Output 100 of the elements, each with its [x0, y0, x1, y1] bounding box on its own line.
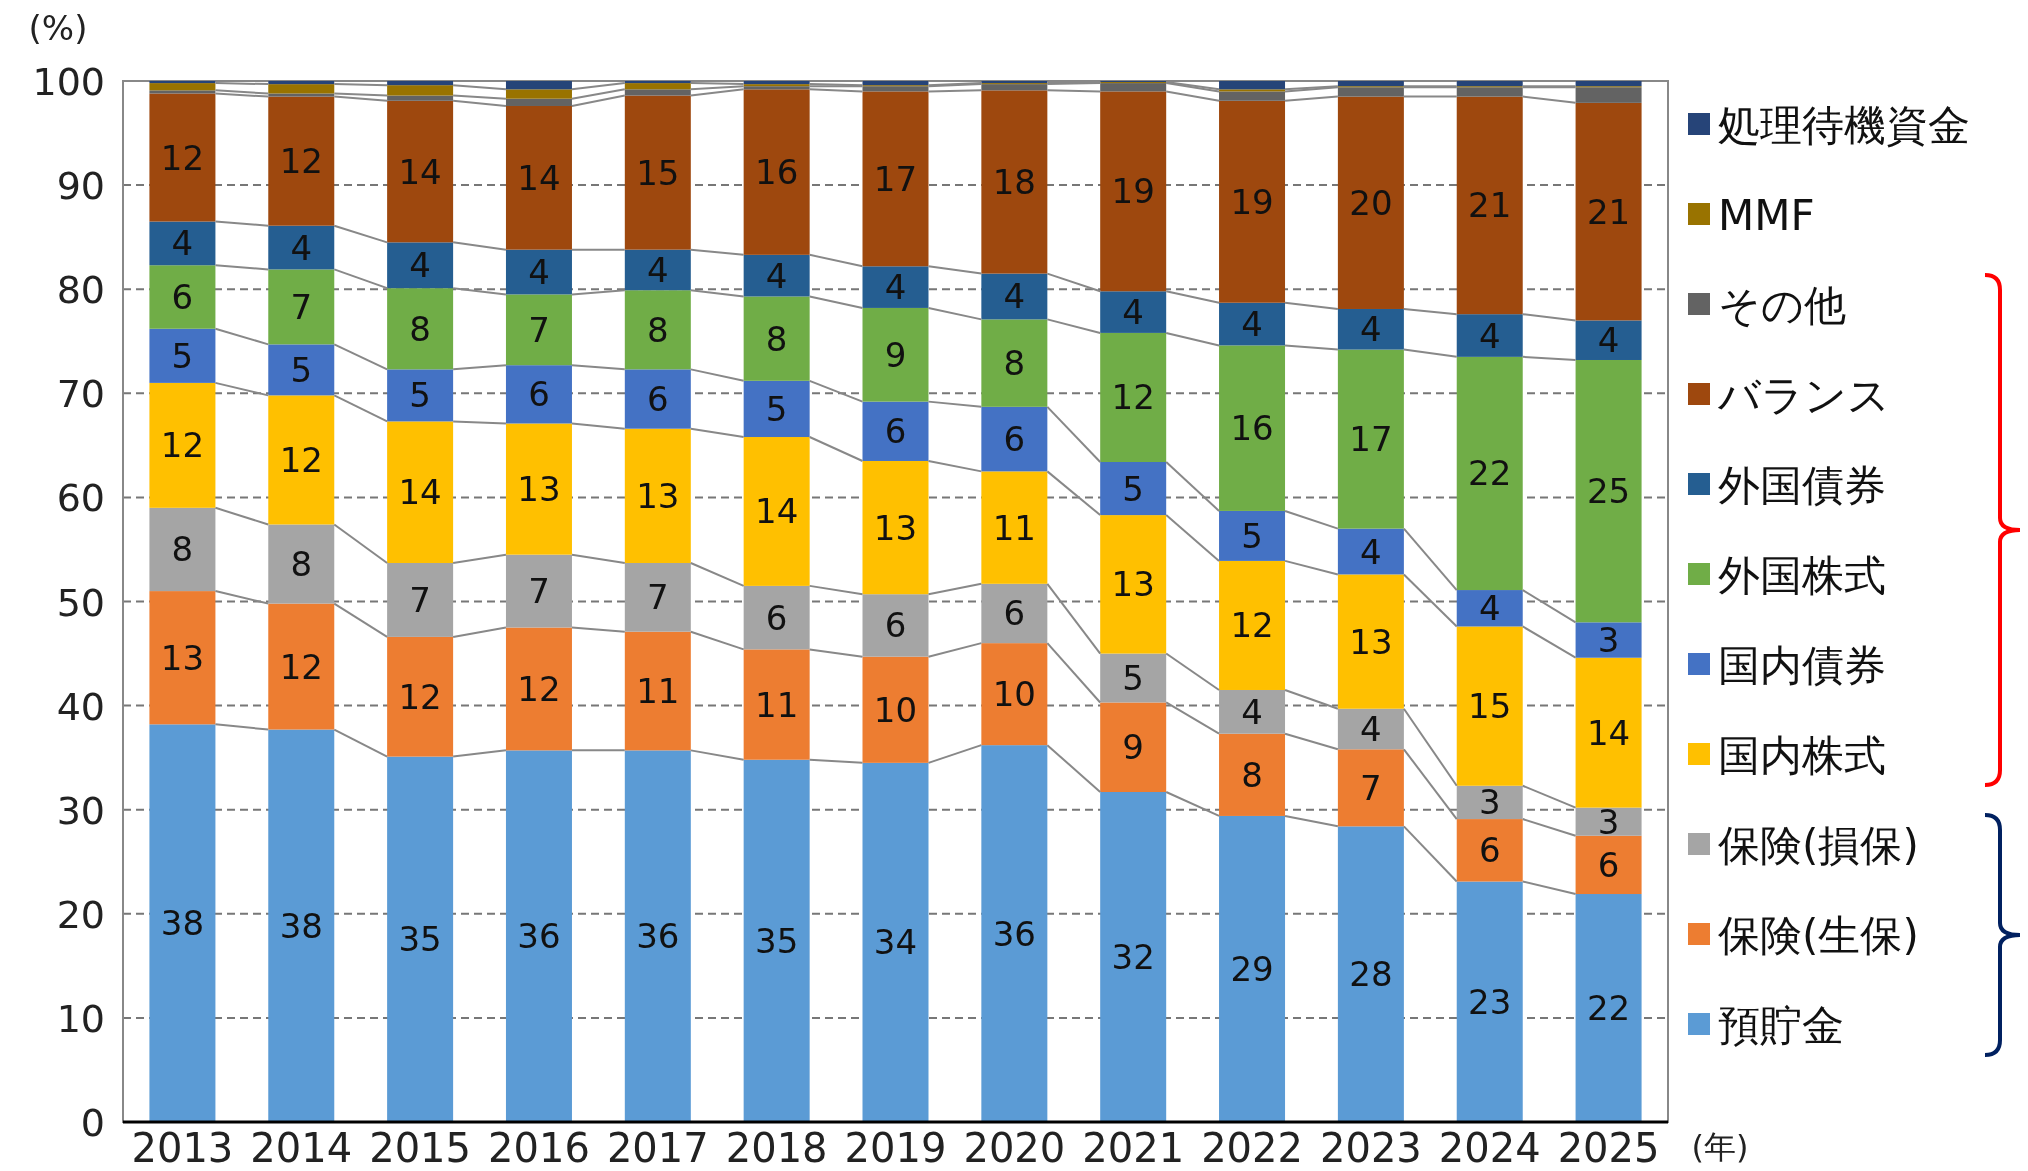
data-label: 7	[528, 571, 550, 612]
data-label: 4	[1360, 531, 1382, 572]
data-label: 7	[1360, 767, 1382, 808]
y-tick-label: 60	[56, 476, 105, 521]
y-tick-label: 70	[56, 372, 105, 417]
data-label: 29	[1230, 948, 1274, 989]
data-label: 13	[1111, 564, 1155, 605]
x-tick-label: 2023	[1319, 1125, 1422, 1171]
data-label: 12	[398, 676, 442, 717]
x-tick-label: 2024	[1438, 1125, 1541, 1171]
data-label: 5	[171, 335, 194, 376]
legend-label: 預貯金	[1718, 1001, 1844, 1050]
data-label: 4	[1003, 276, 1026, 317]
data-label: 6	[528, 374, 550, 415]
x-tick-label: 2016	[488, 1125, 590, 1171]
data-label: 3	[1597, 620, 1620, 661]
data-label: 36	[992, 913, 1036, 954]
data-label: 6	[1003, 419, 1026, 460]
data-label: 12	[1230, 605, 1274, 646]
data-label: 13	[873, 507, 918, 548]
data-label: 35	[755, 920, 799, 961]
data-label: 16	[1230, 408, 1274, 449]
data-label: 21	[1468, 185, 1512, 226]
legend-label: 国内株式	[1718, 731, 1886, 780]
legend-label: 外国債券	[1718, 461, 1886, 510]
data-label: 36	[517, 916, 561, 957]
y-tick-label: 50	[56, 580, 105, 625]
data-label: 4	[409, 245, 431, 286]
x-tick-label: 2015	[369, 1125, 472, 1171]
legend-label: 外国株式	[1718, 551, 1886, 600]
data-label: 8	[171, 529, 194, 570]
data-label: 14	[398, 151, 442, 192]
data-label: 4	[646, 249, 669, 290]
data-label: 32	[1111, 937, 1155, 977]
x-tick-label: 2020	[963, 1125, 1066, 1171]
data-label: 34	[873, 922, 918, 963]
data-label: 22	[1586, 988, 1631, 1029]
data-label: 8	[290, 544, 313, 585]
data-label: 7	[290, 286, 313, 327]
data-label: 3	[1597, 801, 1620, 842]
data-label: 12	[160, 137, 205, 178]
data-label: 6	[1478, 830, 1501, 871]
legend-label: 保険(生保)	[1718, 911, 1919, 960]
data-label: 4	[765, 255, 788, 296]
data-label: 4	[528, 252, 550, 293]
x-axis-title: (年)	[1691, 1128, 1749, 1166]
data-label: 6	[171, 277, 194, 318]
data-label: 4	[1478, 315, 1501, 356]
data-label: 19	[1230, 181, 1274, 222]
x-tick-label: 2022	[1201, 1125, 1303, 1171]
data-label: 5	[1241, 515, 1263, 556]
data-label: 17	[1349, 419, 1393, 460]
data-label: 13	[517, 469, 561, 510]
y-tick-label: 30	[56, 788, 105, 833]
y-tick-label: 80	[56, 268, 105, 313]
data-label: 14	[1586, 712, 1631, 753]
data-label: 15	[1468, 686, 1512, 727]
data-label: 38	[279, 905, 323, 946]
x-tick-label: 2025	[1557, 1125, 1660, 1171]
data-label: 15	[636, 152, 680, 193]
legend-label: 保険(損保)	[1718, 821, 1919, 870]
legend-label: 国内債券	[1718, 641, 1886, 690]
data-label: 10	[992, 674, 1036, 715]
data-label: 4	[884, 267, 907, 308]
y-tick-label: 100	[32, 60, 105, 104]
data-label: 14	[517, 157, 561, 198]
data-label: 12	[279, 141, 323, 182]
legend-label: バランス	[1717, 371, 1890, 420]
data-label: 11	[992, 507, 1036, 548]
y-axis-title: (%)	[28, 8, 88, 48]
data-label: 12	[1111, 377, 1155, 418]
data-label: 6	[765, 597, 788, 638]
data-label: 4	[290, 227, 313, 268]
legend-label: 処理待機資金	[1718, 101, 1970, 150]
x-tick-label: 2019	[844, 1125, 947, 1171]
y-tick-label: 40	[56, 684, 105, 729]
data-label: 3	[1478, 782, 1501, 823]
x-tick-label: 2013	[131, 1125, 234, 1171]
data-label: 5	[765, 388, 788, 429]
y-tick-label: 0	[80, 1101, 105, 1145]
x-tick-label: 2021	[1082, 1125, 1185, 1171]
data-label: 4	[171, 223, 194, 264]
data-label: 4	[1478, 588, 1501, 629]
data-label: 22	[1468, 453, 1512, 494]
y-tick-label: 10	[56, 996, 105, 1041]
data-label: 4	[1122, 292, 1145, 333]
data-label: 14	[398, 472, 442, 513]
data-label: 35	[398, 919, 442, 960]
data-label: 6	[1003, 593, 1026, 634]
data-label: 21	[1586, 191, 1631, 232]
data-label: 8	[765, 318, 788, 359]
data-label: 5	[290, 349, 313, 390]
data-label: 28	[1349, 954, 1393, 995]
data-label: 12	[517, 668, 561, 709]
y-tick-label: 90	[56, 164, 105, 209]
data-label: 19	[1111, 171, 1155, 212]
data-label: 5	[1122, 468, 1145, 509]
data-label: 4	[1241, 691, 1263, 732]
data-label: 17	[873, 158, 918, 199]
data-label: 5	[409, 375, 431, 416]
